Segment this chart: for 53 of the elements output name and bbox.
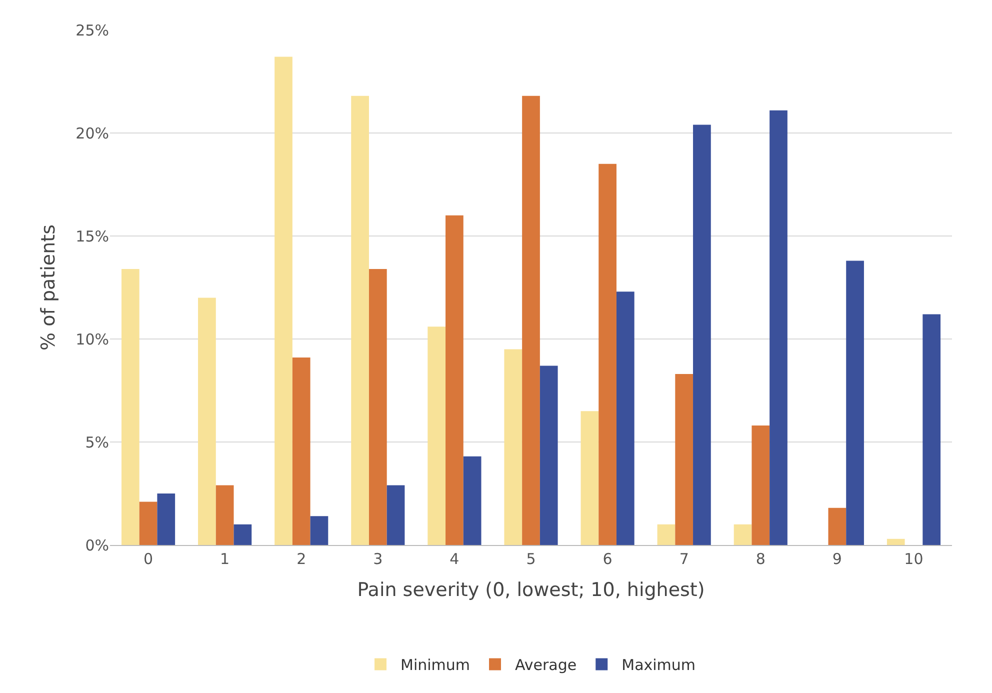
bar [886, 538, 905, 545]
y-tick-label: 25% [76, 21, 109, 40]
bar [428, 326, 446, 545]
x-tick-label: 5 [526, 550, 536, 568]
bar [922, 314, 941, 545]
bar [540, 366, 558, 545]
x-tick-label: 4 [450, 550, 460, 568]
y-tick-label: 5% [85, 433, 109, 452]
bar [386, 485, 405, 545]
bar [234, 524, 252, 545]
bar [616, 292, 634, 545]
bar [846, 260, 864, 545]
bar [157, 494, 176, 545]
x-tick-label: 10 [904, 550, 924, 568]
x-tick-label: 7 [679, 550, 689, 568]
legend-label: Average [515, 656, 577, 674]
bar [693, 124, 711, 545]
y-axis-title: % of patients [38, 224, 60, 350]
bar [657, 524, 676, 545]
bar [504, 349, 522, 545]
bar [770, 110, 788, 545]
x-tick-label: 0 [143, 550, 154, 568]
bar [368, 268, 387, 545]
bar [139, 502, 158, 545]
bar [121, 268, 140, 545]
x-tick-label: 2 [296, 550, 306, 568]
x-tick-label: 6 [602, 550, 612, 568]
x-axis-title: Pain severity (0, lowest; 10, highest) [357, 578, 705, 601]
y-tick-label: 15% [76, 227, 109, 246]
bar [446, 215, 464, 545]
bar [463, 456, 482, 545]
legend-label: Minimum [400, 656, 470, 674]
bar [522, 96, 540, 545]
bar [274, 56, 292, 545]
y-tick-label: 10% [76, 330, 109, 348]
bar [675, 374, 694, 545]
bar [351, 96, 369, 545]
x-tick-label: 1 [220, 550, 230, 568]
bar [310, 516, 328, 545]
bar [598, 164, 616, 545]
y-tick-label: 20% [76, 124, 109, 142]
bar [734, 524, 752, 545]
x-tick-label: 3 [373, 550, 383, 568]
bar [198, 298, 216, 545]
bar [828, 508, 846, 545]
bar [216, 485, 234, 545]
y-tick-label: 0% [85, 536, 109, 554]
bar [580, 411, 599, 545]
bar [292, 358, 310, 545]
legend-label: Maximum [622, 656, 696, 674]
x-tick-label: 8 [756, 550, 766, 568]
x-tick-label: 9 [832, 550, 842, 568]
bar [752, 426, 770, 545]
